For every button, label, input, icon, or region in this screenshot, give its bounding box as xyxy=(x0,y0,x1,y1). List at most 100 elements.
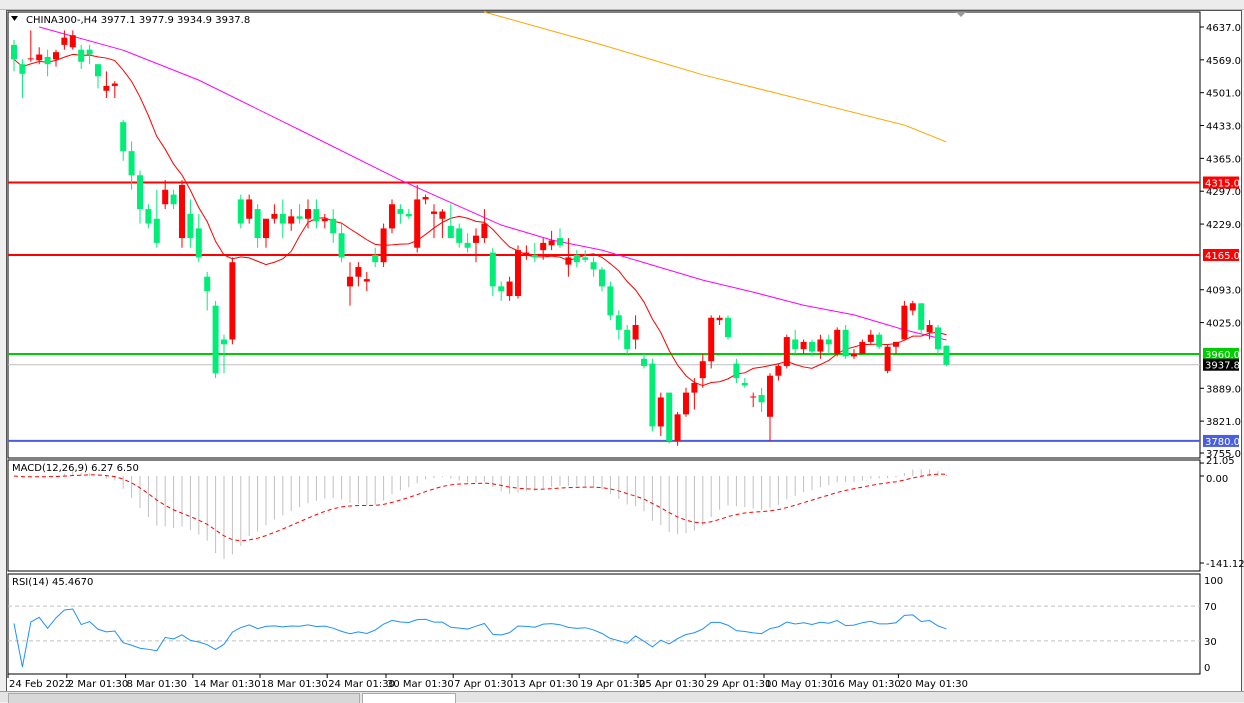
candle-body xyxy=(36,54,43,61)
candle xyxy=(926,320,933,340)
candle xyxy=(851,349,857,359)
candle-body xyxy=(893,341,899,347)
candle-body xyxy=(851,353,857,357)
pane-frame xyxy=(7,459,1201,572)
candle xyxy=(305,199,311,229)
candle xyxy=(775,363,782,381)
candle xyxy=(120,119,127,161)
candle-body xyxy=(355,267,362,277)
candle-body xyxy=(548,240,555,246)
candle-body xyxy=(153,218,160,243)
y-tick-label: 4569.0 xyxy=(1206,56,1241,67)
candle xyxy=(78,44,85,70)
candle-body xyxy=(783,337,790,367)
candle-body xyxy=(767,375,773,417)
candle xyxy=(347,262,353,306)
price-label: 4315.0 xyxy=(1205,179,1240,190)
candle-body xyxy=(817,339,824,352)
candle-body xyxy=(649,363,656,427)
x-tick-label: 18 Mar 01:30 xyxy=(261,679,328,690)
candle-body xyxy=(750,396,757,398)
price-label-box xyxy=(1203,248,1239,261)
price-label-box xyxy=(1203,434,1239,447)
price-pane: 4637.0 4569.0 4501.0 4433.0 4365.0 4297.0 4229… xyxy=(7,11,1241,460)
candle xyxy=(809,339,815,357)
candle-body xyxy=(641,358,647,367)
chart-tab-active[interactable] xyxy=(362,693,456,703)
candle xyxy=(758,387,765,412)
candle-body xyxy=(380,228,387,263)
candle-body xyxy=(909,303,916,311)
candle xyxy=(867,329,874,345)
candle-body xyxy=(657,397,664,427)
candle-body xyxy=(725,317,731,338)
candle xyxy=(666,392,673,444)
candle xyxy=(321,213,328,229)
candle-body xyxy=(187,213,194,239)
macd-title: MACD(12,26,9) 6.27 6.50 xyxy=(12,463,139,474)
candle xyxy=(19,59,26,98)
candle-body xyxy=(263,218,269,239)
candle xyxy=(103,71,110,98)
candle-body xyxy=(481,223,488,239)
price-label: 3960.0 xyxy=(1205,350,1240,361)
price-label: 3937.8 xyxy=(1205,361,1240,372)
candle xyxy=(414,184,421,253)
candle xyxy=(649,358,656,432)
price-label: 4165.0 xyxy=(1205,251,1240,262)
x-tick-label: 29 Apr 01:30 xyxy=(706,679,771,690)
y-tick-label: 4093.0 xyxy=(1206,286,1241,297)
candle xyxy=(767,373,773,441)
toolbar xyxy=(0,0,1244,10)
candle xyxy=(582,250,589,263)
x-tick-label: 2 Mar 01:30 xyxy=(68,679,128,690)
candle xyxy=(834,327,841,357)
candle xyxy=(708,315,715,369)
candle-body xyxy=(120,122,127,152)
candle xyxy=(128,141,135,190)
candle-body xyxy=(431,211,437,214)
candle xyxy=(481,209,488,243)
candle xyxy=(380,223,387,268)
candle-body xyxy=(414,199,421,248)
candle-body xyxy=(19,64,26,74)
candle-body xyxy=(741,382,748,386)
y-tick-label: 4025.0 xyxy=(1206,319,1241,330)
candle xyxy=(456,223,463,248)
candle-body xyxy=(573,254,580,263)
ma-fast-line xyxy=(13,53,947,387)
x-tick-label: 10 May 01:30 xyxy=(765,679,834,690)
candle xyxy=(615,310,622,340)
candle-body xyxy=(296,216,303,219)
collapse-triangle-icon[interactable] xyxy=(11,16,18,21)
candle xyxy=(431,204,437,239)
x-tick-label: 24 Mar 01:30 xyxy=(328,679,395,690)
candle xyxy=(95,64,101,89)
candle-body xyxy=(170,194,177,205)
candle xyxy=(523,245,530,260)
candle-body xyxy=(699,361,706,379)
y-tick-label: 21.05 xyxy=(1206,456,1235,467)
candle xyxy=(741,378,748,388)
candle-body xyxy=(162,189,169,205)
candle-body xyxy=(615,315,622,330)
candle xyxy=(204,271,211,311)
candle xyxy=(943,345,950,367)
candle xyxy=(330,209,337,243)
x-tick-label: 24 Feb 2022 xyxy=(9,679,71,690)
candle-body xyxy=(44,56,51,65)
chart-tab[interactable] xyxy=(8,693,360,703)
candle xyxy=(27,30,34,62)
rsi-pane: 100 70 30 0 xyxy=(7,573,1223,675)
candle xyxy=(825,334,832,354)
candle xyxy=(590,257,597,277)
candle xyxy=(733,358,740,383)
candle-body xyxy=(674,414,681,441)
candle xyxy=(389,199,395,234)
candle xyxy=(632,315,639,350)
price-label-box xyxy=(1203,347,1239,360)
candle xyxy=(800,339,807,354)
candle-body xyxy=(464,242,471,248)
macd-pane: 21.05 0.00 -141.12 xyxy=(7,456,1244,572)
